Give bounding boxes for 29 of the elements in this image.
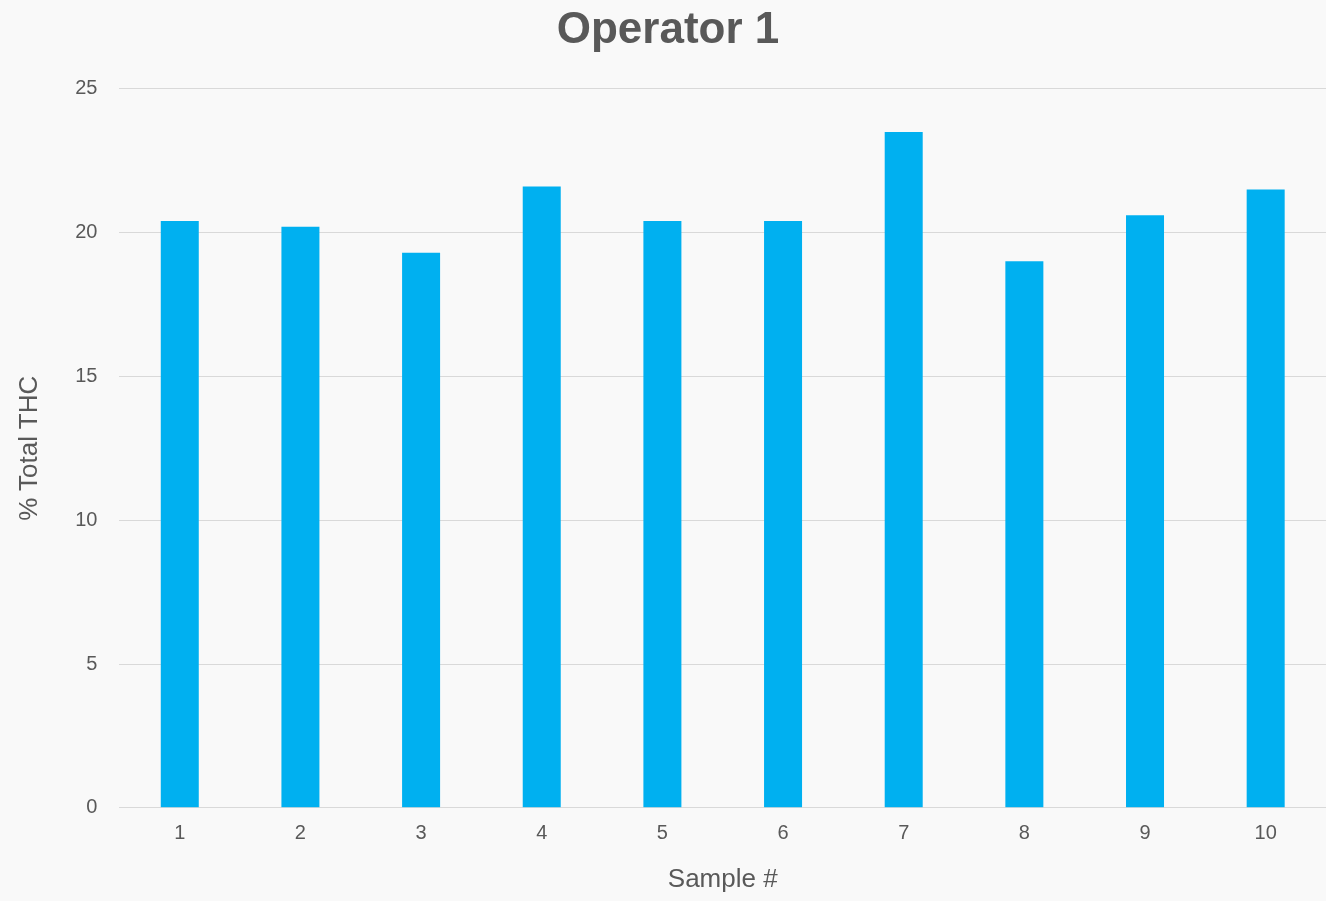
- y-tick-label: 15: [75, 363, 98, 386]
- bar: [281, 226, 320, 808]
- chart-title: Operator 1: [556, 2, 780, 52]
- x-tick-label: 10: [1254, 821, 1277, 844]
- bar: [402, 252, 441, 808]
- y-axis-title: % Total THC: [12, 375, 43, 521]
- x-tick-label: 8: [1018, 821, 1030, 844]
- y-tick-label: 10: [75, 507, 98, 530]
- x-tick-label: 3: [415, 821, 427, 844]
- y-tick-label: 25: [75, 76, 98, 99]
- y-tick-label: 5: [86, 651, 98, 674]
- bar: [884, 131, 923, 808]
- y-tick-label: 0: [86, 795, 98, 818]
- x-tick-label: 5: [656, 821, 668, 844]
- bar: [764, 221, 803, 808]
- bar: [1005, 261, 1044, 808]
- bar: [160, 221, 199, 808]
- x-tick-label: 7: [898, 821, 910, 844]
- bar: [522, 186, 561, 808]
- x-axis-title: Sample #: [667, 862, 779, 893]
- y-tick-label: 20: [75, 220, 98, 243]
- bar: [643, 221, 682, 808]
- bar: [1126, 215, 1165, 808]
- bar: [1246, 189, 1285, 808]
- x-tick-label: 2: [294, 821, 306, 844]
- x-tick-label: 4: [536, 821, 548, 844]
- x-tick-label: 1: [174, 821, 186, 844]
- x-tick-label: 6: [777, 821, 789, 844]
- x-tick-label: 9: [1139, 821, 1151, 844]
